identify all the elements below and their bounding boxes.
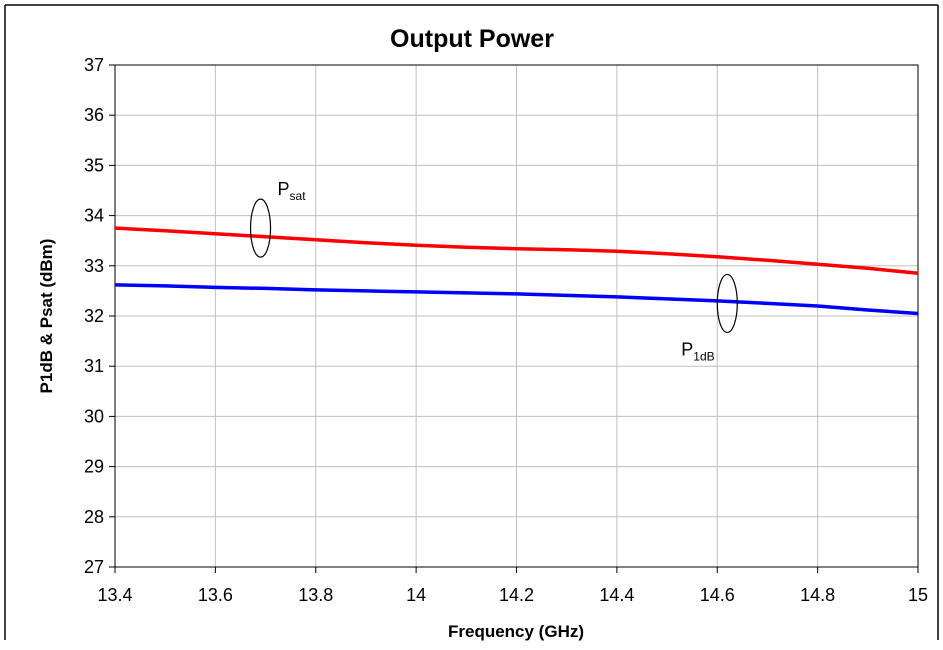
y-tick-label: 31 xyxy=(84,356,104,376)
annotation-subscript: 1dB xyxy=(693,349,714,363)
x-tick-label: 14 xyxy=(406,585,426,605)
annotation-main-text: P xyxy=(278,179,290,199)
y-tick-label: 34 xyxy=(84,206,104,226)
annotation-ellipse xyxy=(716,273,738,334)
annotation-label: Psat xyxy=(278,179,307,203)
y-tick-label: 29 xyxy=(84,457,104,477)
annotation-label: P1dB xyxy=(681,339,714,363)
x-tick-label: 13.8 xyxy=(298,585,333,605)
x-tick-label: 14.6 xyxy=(700,585,735,605)
y-tick-label: 30 xyxy=(84,406,104,426)
series-line-0 xyxy=(114,226,919,276)
x-axis-label: Frequency (GHz) xyxy=(448,622,584,641)
y-tick-label: 27 xyxy=(84,557,104,577)
x-tick-label: 15 xyxy=(908,585,928,605)
x-tick-label: 14.4 xyxy=(599,585,634,605)
y-tick-label: 33 xyxy=(84,256,104,276)
y-tick-label: 28 xyxy=(84,507,104,527)
y-tick-label: 32 xyxy=(84,306,104,326)
x-tick-label: 14.8 xyxy=(800,585,835,605)
y-axis-label: P1dB & Psat (dBm) xyxy=(37,239,56,394)
annotation-subscript: sat xyxy=(290,189,307,203)
grid-layer xyxy=(114,64,919,568)
x-tick-label: 14.2 xyxy=(499,585,534,605)
annotation-main-text: P xyxy=(681,339,693,359)
chart-title: Output Power xyxy=(390,25,554,53)
annotation-ellipse xyxy=(249,198,272,258)
x-tick-label: 13.4 xyxy=(97,585,132,605)
y-tick-label: 36 xyxy=(84,105,104,125)
y-tick-label: 37 xyxy=(84,55,104,75)
series-layer xyxy=(114,226,919,316)
series-line-1 xyxy=(114,283,919,316)
y-tick-label: 35 xyxy=(84,155,104,175)
x-tick-label: 13.6 xyxy=(198,585,233,605)
tick-layer: 13.4 13.6 13.8 14 14.2 14.4 14.6 14.8 15 27 28 29 30… xyxy=(84,55,928,605)
